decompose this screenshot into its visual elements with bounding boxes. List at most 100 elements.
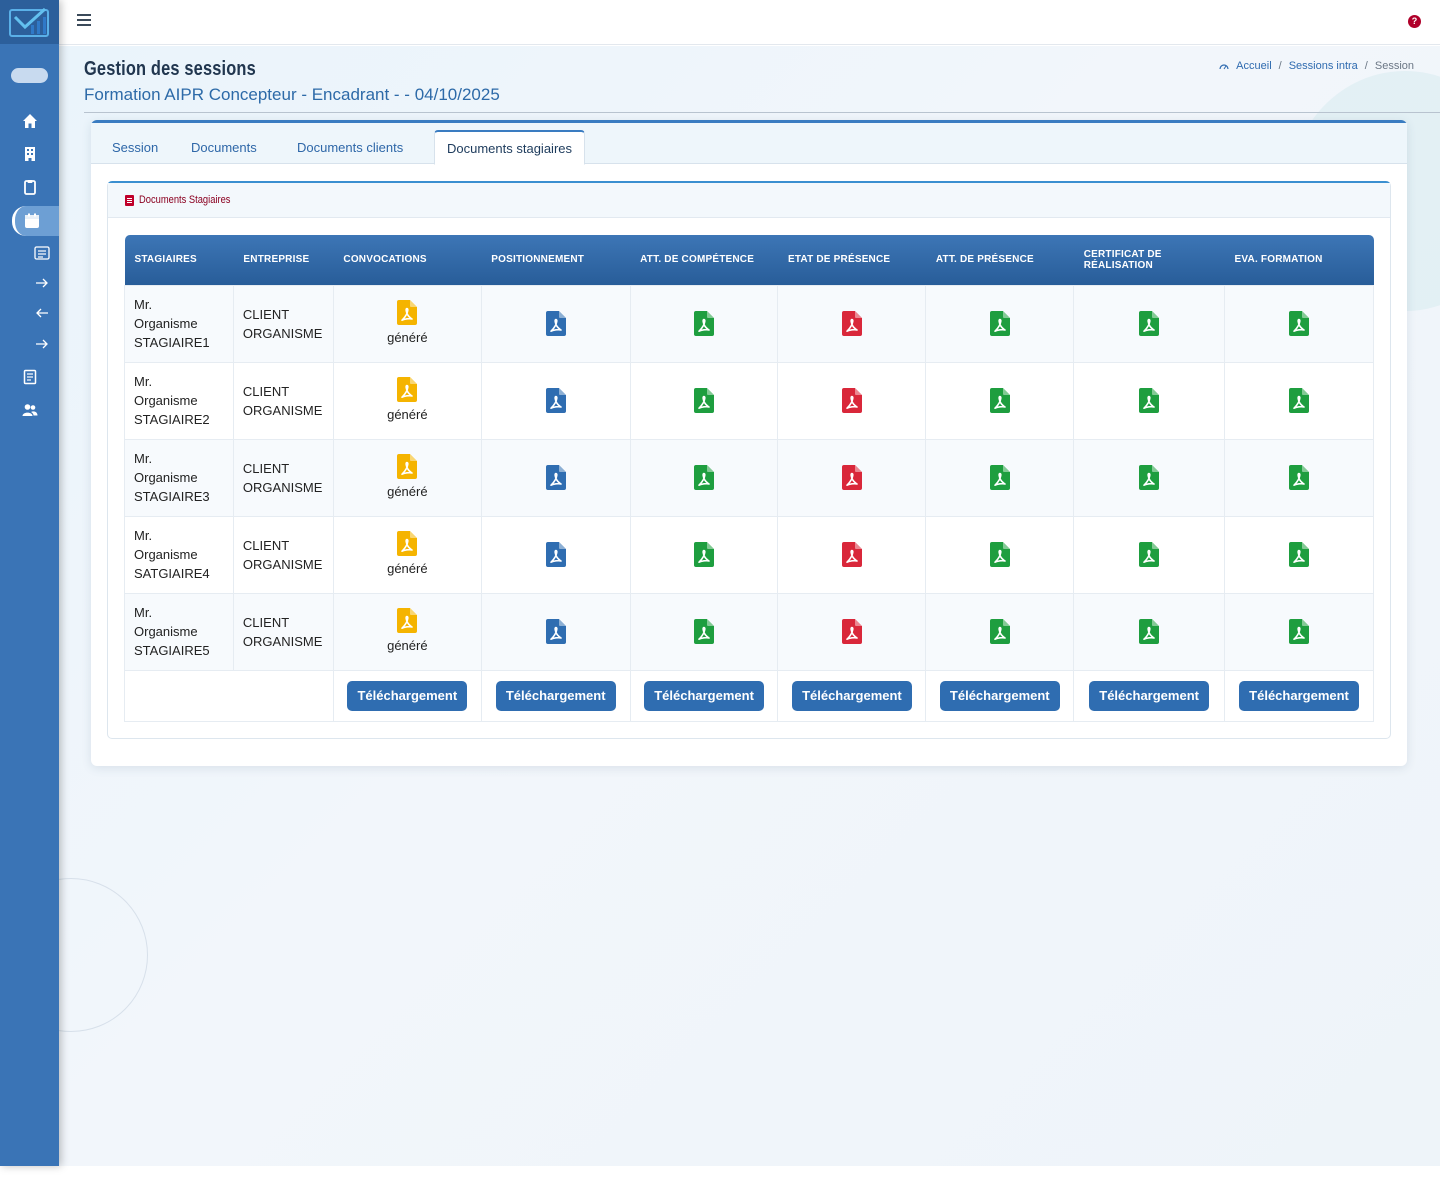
table-row: Mr. Organisme STAGIAIRE2 CLIENT ORGANISME gén… bbox=[124, 361, 1374, 440]
download-button[interactable]: Téléchargement bbox=[495, 680, 616, 711]
download-cell: Téléchargement bbox=[777, 669, 927, 722]
sidebar-subitem-arrow-right-2[interactable] bbox=[12, 330, 71, 358]
att-presence-pdf-icon[interactable] bbox=[989, 388, 1010, 413]
evaluation-pdf-icon[interactable] bbox=[1289, 388, 1310, 413]
certificat-pdf-icon[interactable] bbox=[1139, 465, 1160, 490]
documents-table: STAGIAIRES ENTREPRISE CONVOCATIONS POSIT… bbox=[124, 235, 1374, 722]
calendar-icon bbox=[25, 213, 39, 228]
sidebar-subitem-list[interactable] bbox=[12, 239, 71, 267]
stagiaire-name-line: Organisme bbox=[134, 316, 198, 331]
etat-presence-pdf-icon[interactable] bbox=[841, 542, 862, 567]
att-presence-pdf-icon[interactable] bbox=[989, 311, 1010, 336]
session-subtitle: Formation AIPR Concepteur - Encadrant - … bbox=[84, 85, 500, 104]
competence-pdf-icon[interactable] bbox=[694, 311, 715, 336]
entreprise-name-line: CLIENT bbox=[242, 383, 290, 399]
evaluation-cell bbox=[1224, 592, 1374, 671]
att-presence-pdf-icon[interactable] bbox=[989, 542, 1010, 567]
certificat-pdf-icon[interactable] bbox=[1139, 388, 1160, 413]
download-button[interactable]: Téléchargement bbox=[1239, 680, 1359, 711]
evaluation-pdf-icon[interactable] bbox=[1289, 465, 1310, 490]
sidebar-item-home[interactable] bbox=[0, 107, 59, 135]
empty-cell bbox=[124, 669, 334, 722]
sidebar-subitem-arrow-right-1[interactable] bbox=[12, 269, 71, 297]
download-cell: Téléchargement bbox=[629, 669, 779, 722]
download-button[interactable]: Téléchargement bbox=[792, 680, 912, 711]
page-title: Gestion des sessions bbox=[84, 58, 256, 80]
positionnement-pdf-icon[interactable] bbox=[545, 465, 566, 490]
positionnement-cell bbox=[480, 438, 631, 517]
certificat-pdf-icon[interactable] bbox=[1139, 619, 1160, 644]
etat-presence-pdf-icon[interactable] bbox=[841, 619, 862, 644]
att-presence-pdf-icon[interactable] bbox=[989, 465, 1010, 490]
tab-session[interactable]: Session bbox=[112, 139, 159, 155]
evaluation-cell bbox=[1224, 284, 1374, 363]
entreprise-cell: CLIENT ORGANISME bbox=[232, 361, 334, 440]
competence-pdf-icon[interactable] bbox=[694, 465, 715, 490]
breadcrumb-home-link[interactable]: Accueil bbox=[1236, 60, 1272, 72]
entreprise-name-line: ORGANISME bbox=[242, 556, 323, 572]
session-card: Session Documents Documents clients Docu… bbox=[91, 120, 1407, 766]
download-button[interactable]: Téléchargement bbox=[347, 680, 468, 711]
certificat-pdf-icon[interactable] bbox=[1139, 311, 1160, 336]
tab-documents-clients[interactable]: Documents clients bbox=[297, 139, 404, 155]
certificat-cell bbox=[1073, 361, 1226, 440]
competence-pdf-icon[interactable] bbox=[694, 542, 715, 567]
evaluation-pdf-icon[interactable] bbox=[1289, 311, 1310, 336]
positionnement-cell bbox=[480, 515, 631, 594]
convocation-pdf-icon[interactable] bbox=[397, 454, 418, 479]
evaluation-pdf-icon[interactable] bbox=[1289, 542, 1310, 567]
etat-presence-pdf-icon[interactable] bbox=[841, 388, 862, 413]
sidebar-item-sessions[interactable] bbox=[12, 206, 59, 236]
download-button[interactable]: Téléchargement bbox=[1089, 680, 1209, 711]
positionnement-pdf-icon[interactable] bbox=[545, 619, 566, 644]
convocation-status: généré bbox=[387, 484, 428, 499]
positionnement-pdf-icon[interactable] bbox=[545, 388, 566, 413]
competence-pdf-icon[interactable] bbox=[694, 619, 715, 644]
download-button[interactable]: Téléchargement bbox=[939, 680, 1060, 711]
competence-pdf-icon[interactable] bbox=[694, 388, 715, 413]
tab-documents[interactable]: Documents bbox=[191, 139, 257, 155]
sidebar-item-users[interactable] bbox=[0, 396, 59, 424]
download-button[interactable]: Téléchargement bbox=[644, 680, 764, 711]
menu-toggle-icon[interactable] bbox=[77, 14, 91, 30]
convocation-pdf-icon[interactable] bbox=[397, 531, 418, 556]
positionnement-cell bbox=[480, 592, 631, 671]
sidebar bbox=[0, 0, 59, 1166]
breadcrumb-sessions-link[interactable]: Sessions intra bbox=[1288, 60, 1358, 72]
etat-presence-pdf-icon[interactable] bbox=[841, 311, 862, 336]
table-row: Mr. Organisme STAGIAIRE3 CLIENT ORGANISME gén… bbox=[124, 438, 1374, 517]
evaluation-cell bbox=[1224, 361, 1374, 440]
positionnement-pdf-icon[interactable] bbox=[545, 542, 566, 567]
etat-presence-pdf-icon[interactable] bbox=[841, 465, 862, 490]
positionnement-pdf-icon[interactable] bbox=[545, 311, 566, 336]
evaluation-cell bbox=[1224, 515, 1374, 594]
sidebar-item-documents[interactable] bbox=[0, 363, 59, 391]
competence-cell bbox=[629, 361, 779, 440]
etat-presence-cell bbox=[777, 361, 927, 440]
convocation-pdf-icon[interactable] bbox=[397, 377, 418, 402]
sidebar-item-clipboard[interactable] bbox=[0, 173, 59, 201]
entreprise-name-line: CLIENT bbox=[242, 460, 290, 476]
certificat-cell bbox=[1073, 438, 1226, 517]
entreprise-name-line: ORGANISME bbox=[242, 402, 323, 418]
certificat-pdf-icon[interactable] bbox=[1139, 542, 1160, 567]
tab-documents-stagiaires[interactable]: Documents stagiaires bbox=[434, 130, 585, 165]
table-row: Mr. Organisme SATGIAIRE4 CLIENT ORGANISME gén… bbox=[124, 515, 1374, 594]
list-icon bbox=[33, 246, 50, 260]
convocation-pdf-icon[interactable] bbox=[397, 608, 418, 633]
column-header: CONVOCATIONS bbox=[333, 235, 482, 285]
breadcrumb-separator: / bbox=[1364, 60, 1368, 72]
sidebar-toggle-pill[interactable] bbox=[11, 68, 48, 83]
column-header: STAGIAIRES bbox=[124, 235, 234, 285]
sidebar-subitem-arrow-left[interactable] bbox=[12, 299, 71, 327]
competence-cell bbox=[629, 515, 779, 594]
breadcrumb-separator: / bbox=[1278, 60, 1282, 72]
sidebar-item-companies[interactable] bbox=[0, 140, 59, 168]
evaluation-pdf-icon[interactable] bbox=[1289, 619, 1310, 644]
app-logo[interactable] bbox=[0, 0, 59, 44]
stagiaire-name-line: Mr. bbox=[134, 605, 153, 620]
att-presence-pdf-icon[interactable] bbox=[989, 619, 1010, 644]
help-icon[interactable]: ? bbox=[1408, 15, 1421, 28]
convocation-pdf-icon[interactable] bbox=[397, 300, 418, 325]
stagiaire-cell: Mr. Organisme STAGIAIRE2 bbox=[124, 361, 234, 440]
